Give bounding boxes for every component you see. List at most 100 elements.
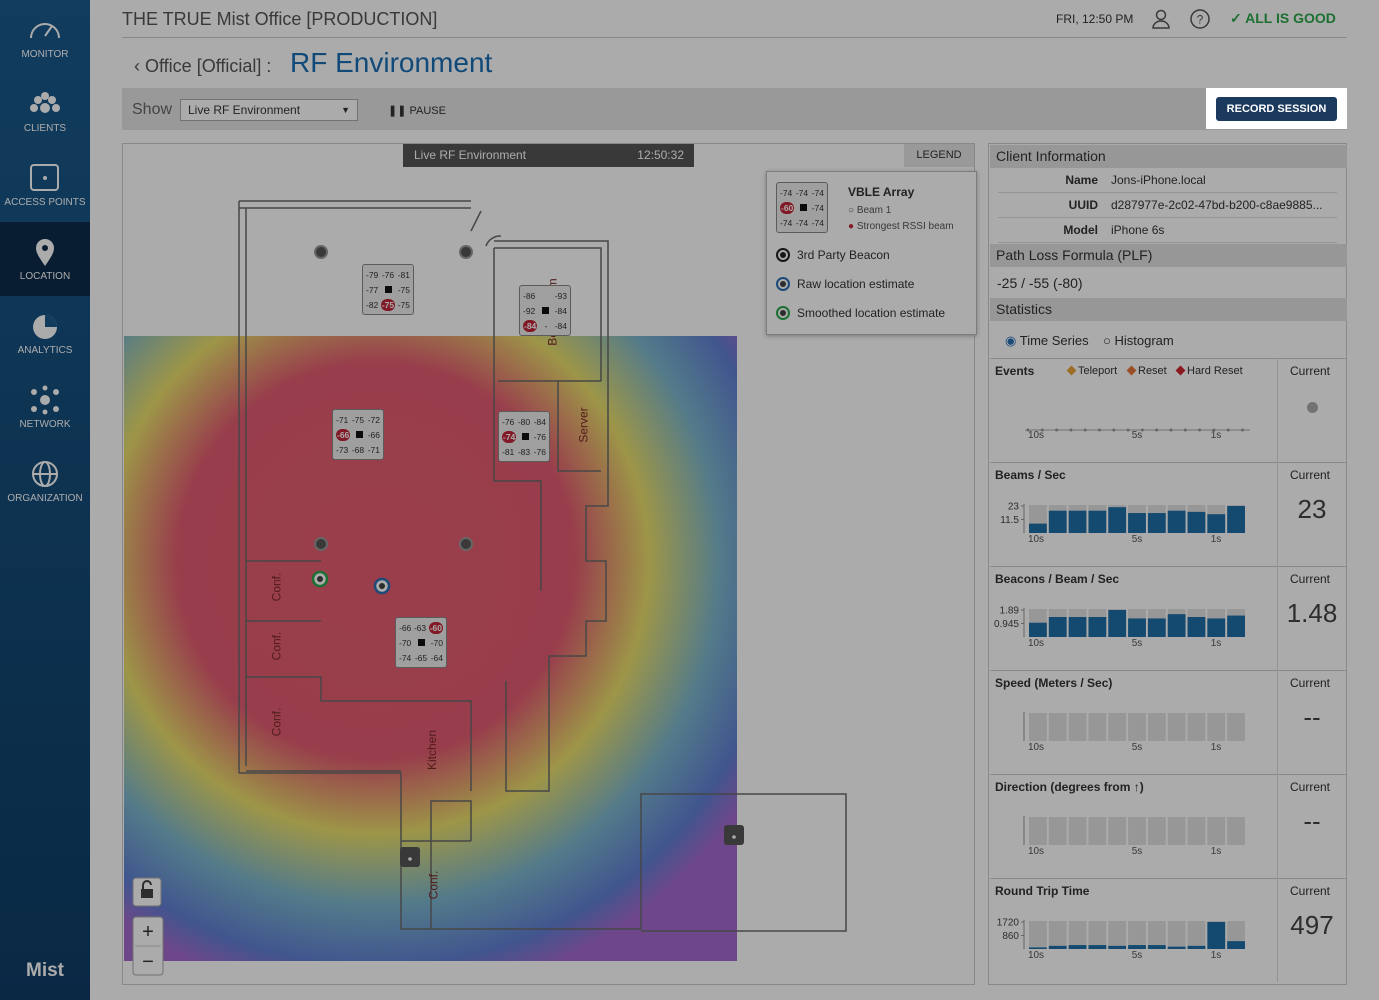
rssi-value: -92 bbox=[523, 305, 536, 316]
rssi-value: -71 bbox=[336, 414, 349, 425]
view-dropdown[interactable]: Live RF Environment ▼ bbox=[180, 99, 358, 121]
rssi-value: -77 bbox=[366, 284, 379, 295]
mode-text[interactable]: Histogram bbox=[1114, 333, 1174, 348]
rssi-value: -74 bbox=[780, 217, 793, 228]
stat-current-label: Current bbox=[1290, 884, 1331, 898]
bar bbox=[1147, 945, 1166, 949]
nav-item[interactable]: CLIENTS bbox=[23, 123, 67, 134]
event-tick bbox=[1055, 428, 1059, 432]
event-tick bbox=[1112, 428, 1116, 432]
array-row: -81 -83 -76 bbox=[502, 444, 546, 459]
bar bbox=[1187, 945, 1206, 949]
rssi-value: -70 bbox=[399, 637, 412, 648]
y-tick-label: 1.89 bbox=[1000, 606, 1020, 617]
rssi-value: -76 bbox=[533, 431, 546, 442]
status-text: ALL IS GOOD bbox=[1245, 10, 1336, 26]
client-info-header: Client Information bbox=[990, 145, 1347, 168]
pause-text[interactable]: PAUSE bbox=[409, 105, 446, 117]
record-button[interactable]: RECORD SESSION bbox=[1216, 97, 1337, 121]
bar bbox=[1167, 614, 1186, 637]
x-tick-label: 5s bbox=[1132, 638, 1143, 649]
stat-current: -- bbox=[1303, 806, 1321, 836]
stat-divider bbox=[1277, 462, 1278, 566]
nav-item[interactable]: ACCESS POINTS bbox=[4, 197, 86, 208]
walls bbox=[238, 200, 847, 932]
stat-chart: 10s 5s 1s 860 1720 bbox=[997, 918, 1245, 961]
stat-divider bbox=[1277, 670, 1278, 774]
bar-bg bbox=[1048, 713, 1067, 741]
x-tick-label: 1s bbox=[1211, 430, 1222, 441]
bar-bg bbox=[1187, 817, 1206, 845]
mode-radio[interactable]: ○ Histogram bbox=[1103, 333, 1174, 348]
bar-bg bbox=[1227, 817, 1245, 845]
x-tick-label: 1s bbox=[1211, 638, 1222, 649]
bar bbox=[1068, 510, 1087, 533]
stat-chart: 10s 5s 1s 11.5 23 bbox=[1000, 502, 1245, 545]
sidebar-icons bbox=[30, 23, 60, 487]
vble-array: -86 -93 -92 -84 -84- -84 bbox=[519, 285, 571, 336]
stat-divider bbox=[1277, 566, 1278, 670]
rssi-value: -70 bbox=[430, 637, 443, 648]
array-row: -76 -80 -84 bbox=[502, 414, 546, 429]
floor-map: +− bbox=[124, 200, 847, 976]
bar-bg bbox=[1108, 921, 1127, 949]
bar bbox=[1108, 610, 1127, 637]
field-divider bbox=[998, 192, 1337, 193]
stat-current: 497 bbox=[1290, 910, 1334, 940]
x-tick-label: 5s bbox=[1132, 846, 1143, 857]
stat-cell bbox=[990, 358, 1347, 463]
rssi-value: -74 bbox=[795, 187, 809, 198]
x-tick-label: 5s bbox=[1132, 430, 1143, 441]
array-center bbox=[355, 431, 363, 438]
legend-strongest: ● Strongest RSSI beam bbox=[848, 221, 954, 232]
legend-beam-text: Beam 1 bbox=[856, 205, 892, 216]
array-row: -66 -63 -60 bbox=[399, 620, 443, 635]
bar-bg bbox=[1207, 713, 1226, 741]
bar-bg bbox=[1207, 817, 1226, 845]
bar bbox=[1207, 618, 1226, 637]
legend-button[interactable]: LEGEND bbox=[904, 144, 974, 167]
breadcrumb-parent-text[interactable]: Office [Official] : bbox=[145, 56, 272, 76]
event-tick bbox=[1040, 428, 1044, 432]
nav-item[interactable]: ORGANIZATION bbox=[7, 493, 83, 504]
rssi-value: -76 bbox=[502, 416, 515, 427]
bar bbox=[1068, 945, 1087, 949]
bar-bg bbox=[1128, 921, 1146, 949]
stat-current: 23 bbox=[1297, 494, 1327, 524]
legend-icons bbox=[776, 248, 790, 320]
array-row: -74 -76 bbox=[502, 429, 546, 444]
rssi-value: -75 bbox=[397, 284, 410, 295]
array-row: -71 -75 -72 bbox=[336, 412, 380, 427]
bar-bg bbox=[1029, 921, 1047, 949]
nav-item[interactable]: ANALYTICS bbox=[17, 345, 73, 356]
bar bbox=[1108, 945, 1127, 949]
array-center bbox=[799, 204, 807, 211]
map-controls[interactable]: +− bbox=[132, 877, 164, 976]
x-tick-label: 1s bbox=[1211, 534, 1222, 545]
svg-text:+: + bbox=[142, 921, 154, 943]
pause-button[interactable]: ❚❚ PAUSE bbox=[388, 105, 446, 117]
rssi-value: -76 bbox=[533, 446, 546, 457]
nav-item[interactable]: NETWORK bbox=[19, 419, 71, 430]
nav-item[interactable]: LOCATION bbox=[19, 271, 71, 282]
bar-bg bbox=[1147, 713, 1166, 741]
event-tick bbox=[1083, 428, 1087, 432]
bar-bg bbox=[1029, 713, 1047, 741]
rssi-value: -74 bbox=[795, 217, 809, 228]
live-banner: Live RF Environment 12:50:32 bbox=[403, 144, 694, 167]
event-tick bbox=[1140, 428, 1144, 432]
rssi-value: -66 bbox=[399, 622, 412, 633]
nav-item[interactable]: MONITOR bbox=[21, 49, 69, 60]
view-value[interactable]: Live RF Environment bbox=[188, 103, 301, 117]
rssi-value: -82 bbox=[366, 299, 379, 310]
brand: Mist bbox=[26, 960, 64, 981]
mode-radio[interactable]: ◉ Time Series bbox=[1005, 333, 1089, 348]
rssi-value: -84 bbox=[554, 305, 567, 316]
x-tick-label: 5s bbox=[1132, 742, 1143, 753]
rssi-value: -74 bbox=[502, 430, 517, 443]
rssi-value: -72 bbox=[367, 414, 380, 425]
breadcrumb-parent[interactable]: ‹ Office [Official] : bbox=[134, 56, 272, 76]
stat-cell bbox=[990, 462, 1347, 567]
mode-text[interactable]: Time Series bbox=[1019, 333, 1089, 348]
